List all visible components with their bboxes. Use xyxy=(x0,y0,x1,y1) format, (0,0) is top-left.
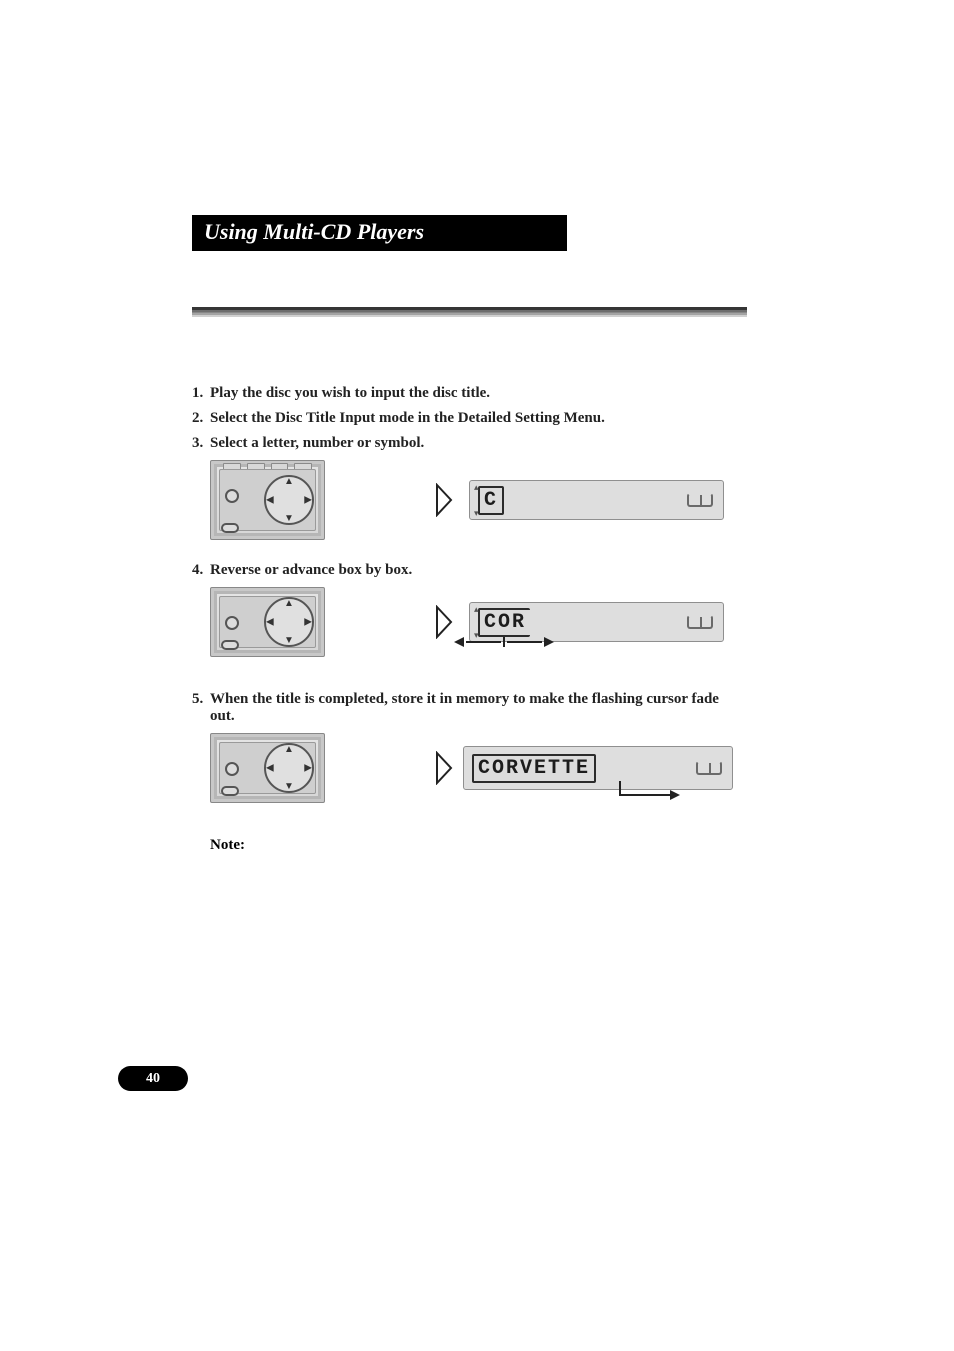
remote-button-icon xyxy=(221,786,239,796)
step-number: 2. xyxy=(192,410,210,427)
cd-icon xyxy=(687,493,713,507)
cd-icon xyxy=(687,615,713,629)
section-title-bar: Using Multi-CD Players xyxy=(192,215,567,251)
step-row: 3. Select a letter, number or symbol. xyxy=(192,435,747,452)
gradient-rule xyxy=(192,307,747,317)
lcd-display: ▴ ▾ C xyxy=(469,480,724,520)
lcd-text: COR xyxy=(478,608,530,637)
step-text: Select the Disc Title Input mode in the … xyxy=(210,410,747,427)
lcd-cursor-icon xyxy=(606,756,619,781)
up-arrow-icon: ▴ xyxy=(474,605,479,613)
lcd-char: C xyxy=(478,486,504,515)
remote-illustration: ▲ ▼ ◀ ▶ xyxy=(210,587,325,657)
lcd-display: CORVETTE xyxy=(463,746,733,790)
up-arrow-icon: ▴ xyxy=(474,483,479,491)
figure-row-step5: ▲ ▼ ◀ ▶ CORVETTE xyxy=(210,733,747,803)
cd-icon xyxy=(696,761,722,775)
step-row: 1. Play the disc you wish to input the d… xyxy=(192,385,747,402)
step-number: 1. xyxy=(192,385,210,402)
remote-button-icon xyxy=(225,762,239,776)
note-label: Note: xyxy=(210,837,747,854)
page-number-pill: 40 xyxy=(118,1066,188,1091)
arrow-right-icon xyxy=(435,605,455,639)
left-right-arrows-icon xyxy=(454,637,554,647)
remote-button-icon xyxy=(221,523,239,533)
dpad-icon: ▲ ▼ ◀ ▶ xyxy=(264,743,314,793)
remote-button-icon xyxy=(225,489,239,503)
step-row: 4. Reverse or advance box by box. xyxy=(192,562,747,579)
store-arrow-icon xyxy=(610,779,690,809)
step-number: 5. xyxy=(192,691,210,725)
arrow-right-icon xyxy=(435,751,455,785)
remote-illustration: ▲ ▼ ◀ ▶ xyxy=(210,460,325,540)
step-row: 5. When the title is completed, store it… xyxy=(192,691,747,725)
arrow-right-icon xyxy=(435,483,455,517)
remote-button-icon xyxy=(225,616,239,630)
remote-illustration: ▲ ▼ ◀ ▶ xyxy=(210,733,325,803)
step-text: When the title is completed, store it in… xyxy=(210,691,747,725)
step-number: 4. xyxy=(192,562,210,579)
step-number: 3. xyxy=(192,435,210,452)
lcd-display: ▴ ▾ COR xyxy=(469,602,724,642)
down-arrow-icon: ▾ xyxy=(474,509,479,517)
dpad-icon: ▲ ▼ ◀ ▶ xyxy=(264,597,314,647)
step-text: Select a letter, number or symbol. xyxy=(210,435,747,452)
step-text: Reverse or advance box by box. xyxy=(210,562,747,579)
remote-button-icon xyxy=(221,640,239,650)
dpad-icon: ▲ ▼ ◀ ▶ xyxy=(264,475,314,525)
figure-row-step4: ▲ ▼ ◀ ▶ ▴ ▾ COR xyxy=(210,587,747,657)
lcd-text: CORVETTE xyxy=(472,754,596,783)
figure-row-step3: ▲ ▼ ◀ ▶ ▴ ▾ C xyxy=(210,460,747,540)
step-row: 2. Select the Disc Title Input mode in t… xyxy=(192,410,747,427)
step-text: Play the disc you wish to input the disc… xyxy=(210,385,747,402)
